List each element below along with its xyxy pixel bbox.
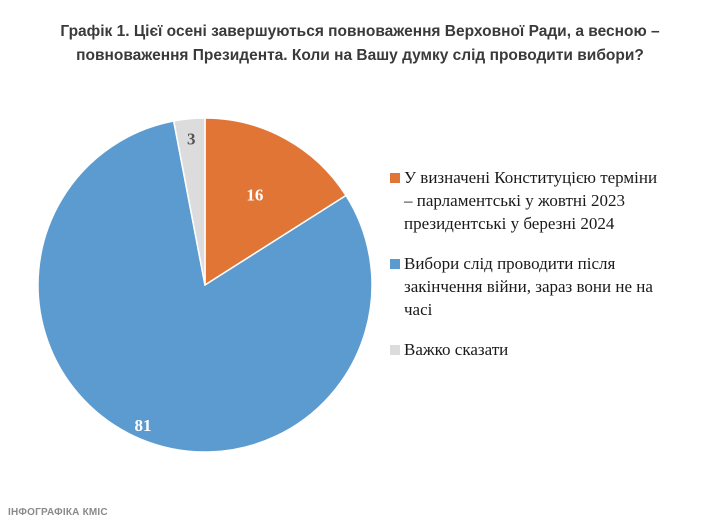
legend-label-line: часі <box>404 300 433 319</box>
footer-credit: ІНФОГРАФІКА КМІС <box>8 507 108 518</box>
legend-label-line: Важко сказати <box>404 340 509 359</box>
chart-title-line-2: повноваження Президента. Коли на Вашу ду… <box>76 47 644 64</box>
chart-title-line-1: Графік 1. Цієї осені завершуються повнов… <box>60 23 660 40</box>
data-label-81: 81 <box>135 416 152 435</box>
legend-label-line: президентські у березні 2024 <box>404 214 615 233</box>
pie-slice-constitutional-terms <box>204 117 348 287</box>
chart-title: Графік 1. Цієї осені завершуються повнов… <box>30 20 690 68</box>
legend-item-hard-to-say: Важко сказати <box>388 338 698 361</box>
legend-item-after-war: Вибори слід проводити після закінчення в… <box>388 252 698 321</box>
legend-item-constitutional-terms: У визначені Конституцією терміни – парла… <box>388 166 698 235</box>
data-label-3: 3 <box>187 130 196 149</box>
data-label-16: 16 <box>246 185 263 204</box>
legend-swatch-gray <box>390 345 400 355</box>
legend-label-line: закінчення війни, зараз вони не на <box>404 277 653 296</box>
legend-label-line: – парламентські у жовтні 2023 <box>404 191 625 210</box>
legend-swatch-blue <box>390 259 400 269</box>
legend-label-line: Вибори слід проводити після <box>404 254 616 273</box>
pie-slice-hard-to-say <box>172 117 206 286</box>
legend-label-line: У визначені Конституцією терміни <box>404 168 658 187</box>
legend-swatch-orange <box>390 173 400 183</box>
pie-slice-after-war <box>37 120 373 453</box>
chart-legend: У визначені Конституцією терміни – парла… <box>388 166 698 378</box>
